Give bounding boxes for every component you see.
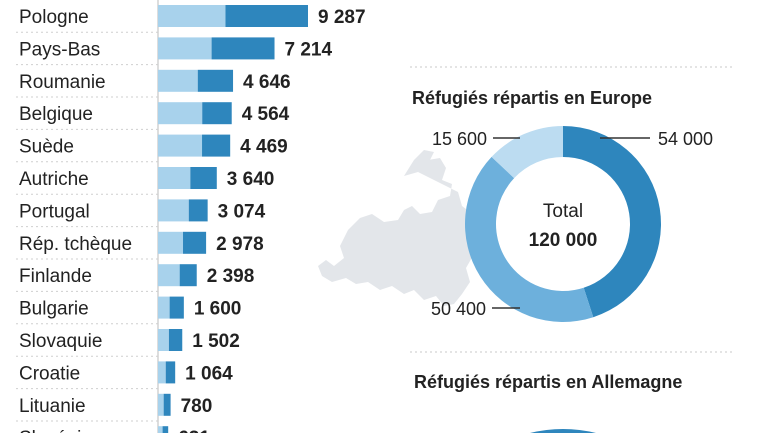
bar-value-label: 1 600 bbox=[194, 299, 242, 320]
country-label: Bulgarie bbox=[19, 299, 89, 320]
country-label: Pologne bbox=[19, 7, 89, 28]
bar-value-label: 1 064 bbox=[185, 363, 233, 384]
country-label: Pays-Bas bbox=[19, 39, 100, 60]
donut-center-value: 120 000 bbox=[529, 230, 598, 251]
bar-value-label: 7 214 bbox=[285, 39, 333, 60]
bar-dark-segment bbox=[163, 393, 171, 416]
bar-dark-segment bbox=[162, 426, 169, 433]
bar-light-segment bbox=[158, 167, 191, 189]
bar-dark-segment bbox=[190, 167, 217, 189]
bar-light-segment bbox=[158, 393, 164, 416]
bar-light-segment bbox=[158, 296, 170, 319]
germany-donut-title: Réfugiés répartis en Allemagne bbox=[414, 372, 682, 392]
bar-dark-segment bbox=[202, 102, 232, 125]
bar-value-label: 780 bbox=[181, 396, 213, 417]
donut-slice bbox=[464, 156, 594, 323]
donut-slice-label: 15 600 bbox=[432, 129, 487, 149]
bar-dark-segment bbox=[169, 296, 184, 319]
donut-slice-label: 50 400 bbox=[431, 299, 486, 319]
country-label: Portugal bbox=[19, 201, 90, 222]
bar-value-label: 631 bbox=[178, 428, 210, 433]
bar-dark-segment bbox=[183, 231, 207, 254]
bar-light-segment bbox=[158, 231, 184, 254]
bar-value-label: 3 640 bbox=[227, 169, 275, 190]
country-label: Croatie bbox=[19, 363, 80, 384]
bar-dark-segment bbox=[165, 361, 176, 384]
country-label: Suède bbox=[19, 137, 74, 158]
country-label: Autriche bbox=[19, 169, 89, 190]
bar-light-segment bbox=[158, 37, 212, 60]
country-label: Roumanie bbox=[19, 72, 106, 93]
europe-donut: 54 000 15 600 50 400 bbox=[431, 126, 713, 323]
bar-light-segment bbox=[158, 426, 163, 433]
bar-value-label: 4 564 bbox=[242, 104, 290, 125]
bar-dark-segment bbox=[168, 329, 183, 351]
bar-light-segment bbox=[158, 69, 198, 92]
bar-light-segment bbox=[158, 5, 226, 27]
donut-slice bbox=[563, 126, 661, 318]
europe-map-icon bbox=[318, 158, 476, 306]
bar-dark-segment bbox=[188, 199, 208, 222]
country-label: Slovénie bbox=[19, 428, 92, 433]
country-label: Finlande bbox=[19, 266, 92, 287]
bar-dark-segment bbox=[197, 69, 234, 92]
donut-center-total: Total bbox=[543, 201, 583, 222]
bar-light-segment bbox=[158, 134, 203, 157]
donut-slice bbox=[491, 126, 563, 179]
bar-light-segment bbox=[158, 199, 189, 222]
country-bar-chart: Pologne 9 287 Pays-Bas 7 214 Roumanie 4 646 Be… bbox=[16, 0, 366, 433]
country-label: Belgique bbox=[19, 104, 93, 125]
bar-dark-segment bbox=[202, 134, 231, 157]
bar-dark-segment bbox=[225, 5, 308, 27]
bar-value-label: 4 469 bbox=[240, 137, 288, 158]
germany-donut-partial bbox=[530, 429, 596, 433]
country-label: Rép. tchèque bbox=[19, 234, 132, 255]
country-label: Lituanie bbox=[19, 396, 86, 417]
bar-dark-segment bbox=[211, 37, 275, 60]
donut-slice-label: 54 000 bbox=[658, 129, 713, 149]
bar-value-label: 2 398 bbox=[207, 266, 255, 287]
bar-value-label: 9 287 bbox=[318, 7, 366, 28]
bar-light-segment bbox=[158, 329, 169, 351]
bar-dark-segment bbox=[179, 264, 197, 287]
europe-donut-title: Réfugiés répartis en Europe bbox=[412, 88, 652, 108]
scandinavia-shape bbox=[404, 150, 434, 176]
bar-value-label: 4 646 bbox=[243, 72, 291, 93]
bar-light-segment bbox=[158, 361, 166, 384]
bar-light-segment bbox=[158, 264, 180, 287]
bar-value-label: 2 978 bbox=[216, 234, 264, 255]
bar-light-segment bbox=[158, 102, 203, 125]
bar-value-label: 3 074 bbox=[218, 201, 266, 222]
country-label: Slovaquie bbox=[19, 331, 102, 352]
bar-value-label: 1 502 bbox=[192, 331, 240, 352]
